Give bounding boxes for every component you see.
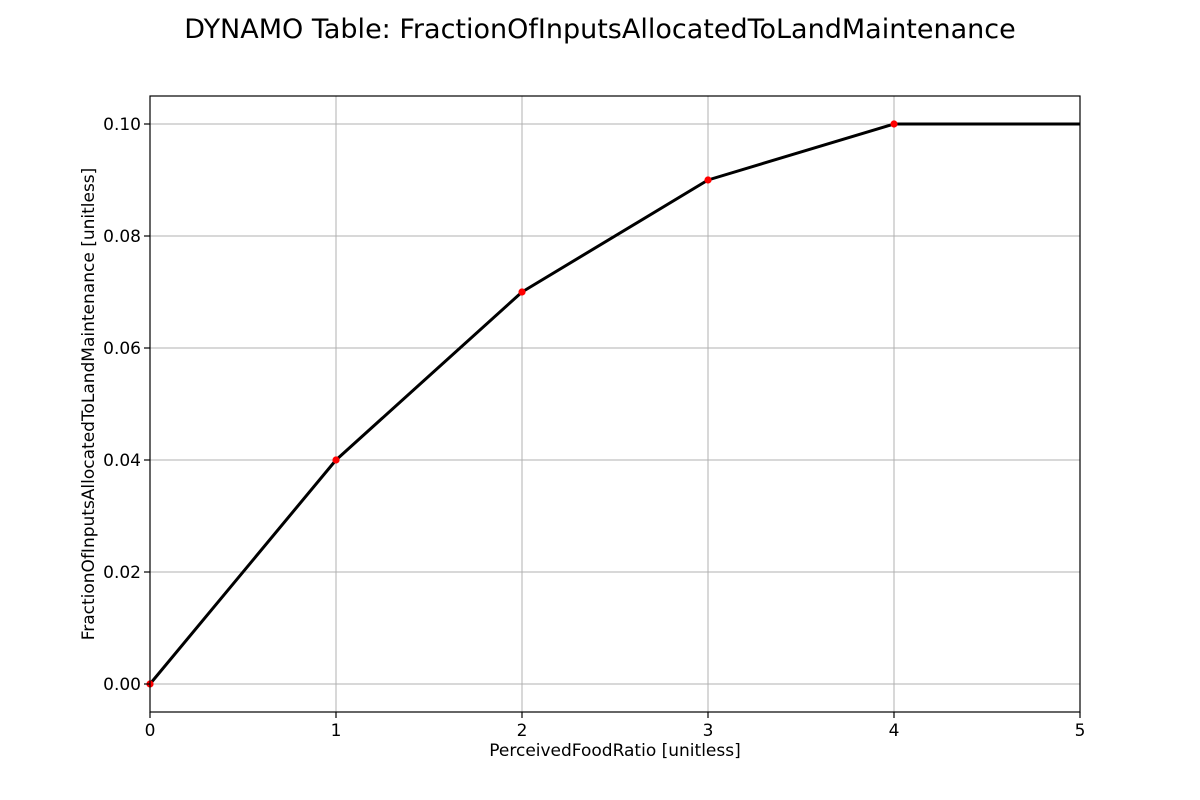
x-tick-label: 1 [331,721,342,741]
x-tick-label: 3 [703,721,714,741]
x-tick-label: 2 [517,721,528,741]
series-line [148,122,1080,685]
x-tick-label: 5 [1075,721,1086,741]
data-point [518,288,526,296]
grid [149,96,1081,712]
y-tick-label: 0.04 [103,451,141,471]
series-lines [148,122,1080,685]
plot-frame [149,95,1081,713]
y-tick-label: 0.08 [103,227,141,247]
data-point [332,456,340,464]
axis-ticks: 0 1 2 3 4 5 0.00 0.02 0.04 0.06 0.08 0.10 [103,115,1085,741]
y-tick-label: 0.06 [103,339,141,359]
x-tick-label: 4 [889,721,900,741]
data-markers [146,120,898,688]
data-point [890,120,898,128]
y-tick-label: 0.02 [103,563,141,583]
chart-title: DYNAMO Table: FractionOfInputsAllocatedT… [184,14,1015,45]
x-tick-label: 0 [145,721,156,741]
data-point [704,176,712,184]
y-axis-label: FractionOfInputsAllocatedToLandMaintenan… [79,168,99,641]
x-axis-label: PerceivedFoodRatio [unitless] [489,741,740,761]
y-tick-label: 0.00 [103,675,141,695]
y-tick-label: 0.10 [103,115,141,135]
